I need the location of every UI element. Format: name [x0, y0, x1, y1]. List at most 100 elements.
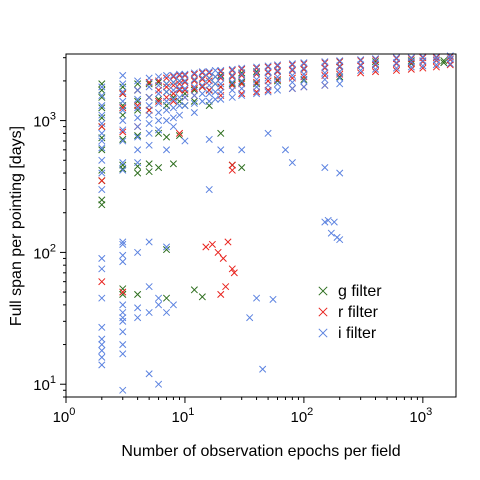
data-point-i — [98, 119, 106, 128]
data-point-r — [228, 161, 236, 169]
data-point-i — [119, 71, 127, 80]
data-point-i — [432, 56, 440, 64]
data-point-r — [446, 53, 454, 61]
data-point-r — [175, 86, 184, 94]
data-point-i — [198, 90, 206, 98]
data-point-i — [321, 63, 329, 71]
data-point-i — [134, 159, 142, 167]
data-point-i — [190, 91, 198, 100]
data-point-i — [98, 254, 106, 262]
y-axis-label: Full span per pointing [days] — [8, 126, 25, 326]
y-tick-label: 102 — [33, 242, 56, 262]
data-point-i — [336, 169, 344, 177]
data-point-i — [98, 91, 106, 100]
data-point-i — [134, 133, 142, 141]
data-point-r — [198, 83, 206, 91]
data-point-i — [162, 146, 171, 154]
data-point-i — [205, 74, 213, 82]
data-point-r — [253, 88, 261, 96]
data-point-i — [119, 350, 127, 358]
data-point-r — [181, 78, 189, 86]
data-point-g — [162, 294, 171, 302]
data-point-i — [198, 68, 206, 76]
data-point-i — [324, 216, 332, 224]
data-point-r — [214, 248, 222, 256]
data-point-i — [273, 80, 282, 88]
data-point-i — [205, 135, 213, 143]
data-point-i — [288, 159, 296, 167]
data-point-i — [321, 218, 329, 226]
data-point-i — [392, 54, 401, 62]
data-point-i — [190, 99, 198, 107]
data-point-r — [190, 77, 198, 85]
data-point-i — [288, 60, 296, 68]
data-point-i — [273, 66, 282, 75]
data-point-g — [407, 60, 415, 68]
data-point-i — [205, 68, 213, 76]
data-point-r — [264, 69, 272, 77]
data-point-i — [119, 308, 127, 317]
data-point-r — [190, 84, 198, 93]
data-point-i — [134, 123, 142, 131]
data-point-i — [198, 81, 206, 89]
data-point-i — [321, 75, 329, 84]
data-point-i — [162, 243, 171, 251]
data-point-r — [119, 104, 127, 112]
data-point-r — [119, 90, 127, 98]
data-point-i — [134, 248, 142, 256]
data-point-i — [217, 95, 225, 103]
data-point-i — [273, 86, 282, 94]
data-point-i — [217, 80, 225, 88]
data-point-i — [119, 166, 127, 174]
data-point-i — [145, 238, 153, 246]
data-point-i — [181, 102, 189, 110]
data-point-i — [155, 81, 163, 89]
data-point-r — [238, 90, 246, 98]
data-point-i — [119, 88, 127, 96]
data-point-i — [169, 301, 177, 309]
data-point-g — [119, 290, 127, 298]
data-point-i — [155, 126, 163, 134]
data-point-r — [217, 74, 225, 82]
data-point-r — [357, 69, 365, 77]
data-point-i — [371, 60, 380, 68]
data-point-r — [175, 129, 184, 137]
data-point-i — [281, 146, 290, 154]
data-point-i — [145, 83, 153, 91]
data-point-i — [336, 80, 344, 88]
data-point-i — [155, 73, 163, 81]
legend-x-marker — [318, 307, 328, 317]
data-point-i — [98, 129, 106, 137]
data-point-i — [321, 69, 329, 77]
data-point-r — [219, 254, 227, 262]
data-point-g — [134, 162, 142, 170]
data-point-i — [330, 218, 338, 226]
data-point-i — [119, 301, 127, 309]
data-point-i — [98, 137, 106, 145]
data-point-i — [181, 77, 189, 85]
data-point-g — [98, 104, 106, 112]
data-point-r — [446, 61, 454, 69]
data-point-g — [155, 164, 163, 172]
data-point-i — [145, 308, 153, 317]
data-point-r — [169, 90, 177, 98]
data-point-i — [119, 251, 127, 259]
data-point-i — [246, 314, 254, 322]
data-point-r — [198, 69, 206, 77]
data-point-i — [253, 294, 261, 302]
data-point-g — [190, 97, 198, 105]
data-point-g — [440, 59, 448, 67]
data-point-i — [288, 65, 296, 73]
data-point-g — [440, 57, 448, 65]
data-point-i — [98, 83, 106, 91]
data-point-i — [98, 156, 106, 164]
data-point-i — [371, 55, 380, 63]
data-point-i — [321, 164, 329, 172]
data-point-i — [119, 238, 127, 246]
data-point-i — [162, 97, 171, 105]
data-point-g — [162, 246, 171, 254]
data-point-r — [407, 65, 415, 73]
data-point-g — [134, 80, 142, 88]
data-point-r — [98, 278, 106, 286]
data-point-i — [288, 84, 296, 93]
